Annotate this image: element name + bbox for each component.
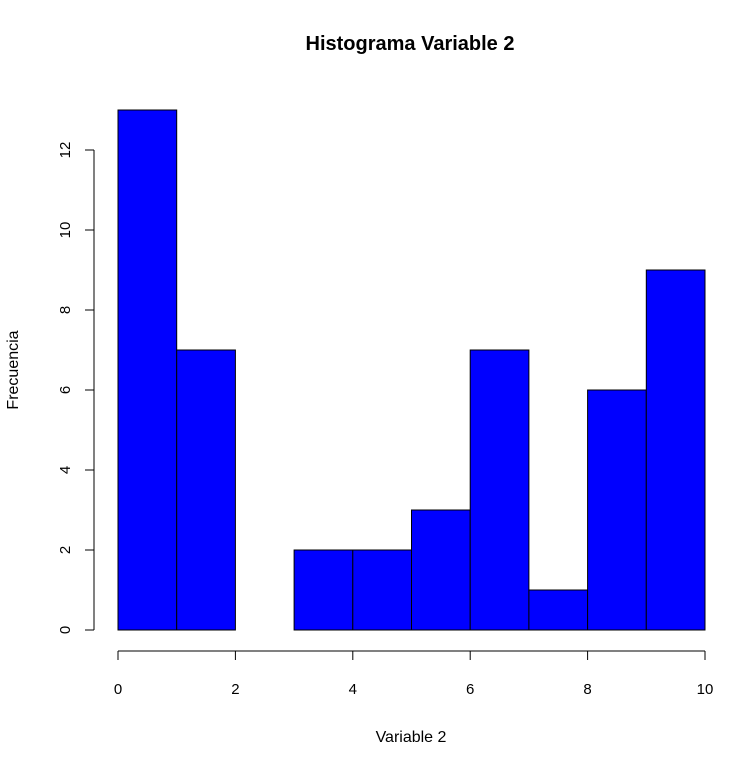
y-tick-label: 2 <box>57 546 74 554</box>
y-tick-label: 8 <box>57 306 74 314</box>
x-tick-label: 6 <box>466 681 474 698</box>
histogram-bar <box>117 109 178 631</box>
histogram-bar <box>645 269 706 631</box>
histogram-bar <box>176 349 236 631</box>
histogram-bar <box>587 389 647 631</box>
histogram-bar <box>352 549 412 631</box>
y-tick-label: 6 <box>57 386 74 394</box>
x-tick-label: 4 <box>349 681 357 698</box>
y-axis: 0 2 4 6 8 10 12 <box>57 142 95 634</box>
x-tick-label: 0 <box>114 681 122 698</box>
y-tick-label: 10 <box>57 222 74 239</box>
histogram-bar <box>293 549 354 631</box>
y-tick-label: 0 <box>57 626 74 634</box>
histogram-bar <box>411 509 471 631</box>
bars-group <box>117 109 706 631</box>
chart-title: Histograma Variable 2 <box>306 33 515 55</box>
y-axis-label: Frecuencia <box>5 330 22 409</box>
x-axis: 0 2 4 6 8 10 <box>114 650 714 698</box>
x-tick-label: 10 <box>697 681 714 698</box>
x-tick-label: 2 <box>231 681 239 698</box>
histogram-bar <box>469 349 530 631</box>
y-tick-label: 4 <box>57 466 74 474</box>
x-tick-label: 8 <box>583 681 591 698</box>
x-axis-label: Variable 2 <box>376 729 447 746</box>
y-tick-label: 12 <box>57 142 74 159</box>
histogram-bar <box>528 589 589 631</box>
